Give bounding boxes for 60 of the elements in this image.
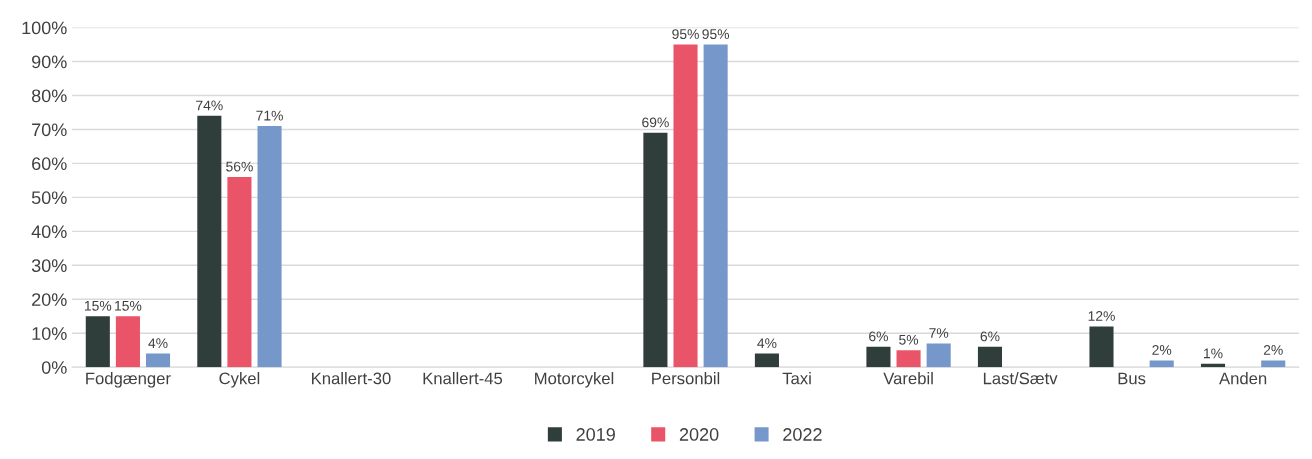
- y-tick-label: 60%: [32, 157, 67, 171]
- bar: [1261, 360, 1286, 368]
- y-tick-label: 100%: [22, 21, 67, 35]
- bar: [227, 176, 252, 368]
- bar: [257, 126, 282, 368]
- y-tick-label: 0%: [41, 361, 67, 374]
- y-tick-label: 20%: [32, 293, 67, 306]
- bar: [926, 343, 951, 368]
- data-label: 7%: [929, 328, 949, 338]
- data-label: 69%: [642, 117, 669, 128]
- bar: [115, 316, 140, 368]
- bar: [703, 44, 728, 368]
- x-tick-label: Personbil: [652, 372, 720, 385]
- data-label: 2%: [1263, 345, 1283, 355]
- data-label: 12%: [1088, 311, 1115, 321]
- y-tick-label: 70%: [32, 123, 67, 137]
- data-label: 2%: [1152, 345, 1172, 355]
- y-tick-label: 50%: [31, 191, 67, 205]
- legend-label: 2022: [783, 428, 822, 441]
- bar: [896, 350, 921, 368]
- x-tick-label: Taxi: [782, 372, 811, 385]
- legend-label: 2020: [679, 428, 719, 441]
- x-tick-label: Last/Sætv: [983, 372, 1058, 385]
- bar: [866, 346, 891, 368]
- y-tick-label: 30%: [31, 259, 67, 273]
- data-label: 4%: [757, 338, 777, 349]
- bar: [977, 346, 1003, 368]
- data-label: 15%: [84, 300, 112, 311]
- y-tick-label: 10%: [32, 327, 67, 340]
- data-label: 6%: [869, 331, 888, 342]
- data-label: 56%: [226, 161, 253, 172]
- y-tick-label: 90%: [32, 55, 67, 69]
- y-tick-label: 80%: [31, 89, 67, 103]
- data-label: 95%: [672, 29, 699, 39]
- x-tick-label: Cykel: [219, 372, 260, 388]
- x-tick-label: Motorcykel: [535, 372, 614, 388]
- data-label: 5%: [899, 334, 919, 345]
- x-tick-label: Anden: [1219, 372, 1267, 385]
- data-label: 15%: [115, 300, 142, 311]
- bar: [85, 316, 110, 368]
- x-tick-label: Bus: [1118, 372, 1146, 385]
- data-label: 6%: [980, 331, 1000, 342]
- x-tick-label: Knallert-30: [312, 372, 391, 385]
- data-label: 74%: [196, 100, 223, 111]
- y-tick-label: 40%: [31, 225, 67, 239]
- data-label: 71%: [256, 110, 283, 121]
- data-label: 95%: [702, 29, 730, 39]
- bar: [1149, 360, 1174, 368]
- bar: [197, 115, 222, 368]
- legend-label: 2019: [576, 428, 615, 441]
- data-label: 1%: [1204, 348, 1223, 359]
- bar: [1089, 326, 1114, 368]
- bar: [643, 132, 668, 368]
- data-label: 4%: [148, 338, 168, 349]
- x-tick-label: Fodgænger: [86, 372, 171, 388]
- x-tick-label: Varebil: [883, 372, 933, 385]
- x-tick-label: Knallert-45: [423, 372, 503, 385]
- bar: [145, 353, 171, 368]
- bar: [754, 353, 779, 368]
- bar: [673, 44, 698, 368]
